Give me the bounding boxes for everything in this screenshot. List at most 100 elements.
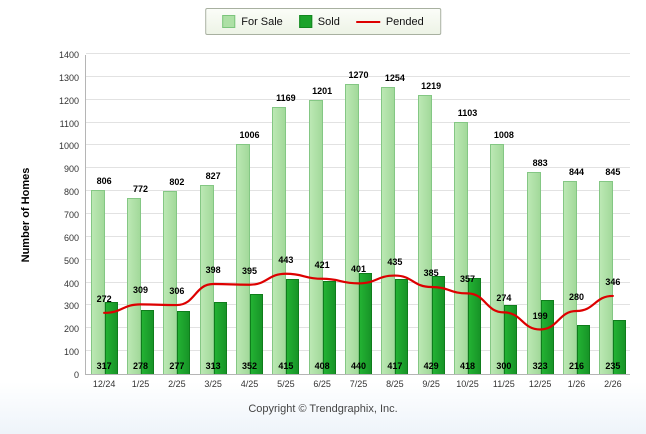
x-axis-label: 5/25 xyxy=(277,379,295,389)
for-sale-swatch-icon xyxy=(222,15,236,28)
sold-swatch-icon xyxy=(298,15,312,28)
sold-bar xyxy=(286,279,300,374)
for-sale-value-label: 1169 xyxy=(276,92,296,103)
pended-value-label: 435 xyxy=(387,256,403,267)
for-sale-bar xyxy=(563,181,577,374)
y-tick-label: 200 xyxy=(63,324,79,335)
for-sale-value-label: 883 xyxy=(532,158,548,169)
y-tick-label: 1300 xyxy=(58,72,79,83)
legend-label-sold: Sold xyxy=(317,15,340,28)
y-tick-label: 900 xyxy=(63,164,79,175)
sold-value-label: 216 xyxy=(568,361,585,371)
sold-bar xyxy=(141,310,154,374)
sold-bar xyxy=(213,302,227,374)
for-sale-bar xyxy=(526,172,541,374)
for-sale-bar xyxy=(345,83,359,374)
plot-area: 0 100 200 300 400 500 600 700 800 900 1000 1100 1200… xyxy=(59,50,630,389)
y-tick-label: 1200 xyxy=(58,95,79,106)
sold-bar xyxy=(104,301,118,374)
x-axis-label: 9/25 xyxy=(422,379,440,389)
x-axis-label: 1/26 xyxy=(567,379,586,389)
legend-label-for-sale: For Sale xyxy=(241,15,283,28)
y-tick-label: 100 xyxy=(63,347,79,358)
sold-value-label: 235 xyxy=(605,361,621,371)
sold-bar xyxy=(177,310,191,374)
legend-item-sold: Sold xyxy=(298,15,340,28)
x-axis-label: 3/25 xyxy=(204,379,222,389)
for-sale-bar xyxy=(381,87,396,374)
x-axis-label: 12/24 xyxy=(92,379,116,389)
for-sale-value-label: 1006 xyxy=(239,130,260,141)
pended-value-label: 357 xyxy=(459,274,476,285)
sold-bar xyxy=(613,320,627,374)
y-tick-label: 300 xyxy=(63,301,79,312)
y-tick-label: 700 xyxy=(63,210,79,220)
x-axis-label: 6/25 xyxy=(313,379,331,389)
sold-bar xyxy=(359,273,372,374)
pended-value-label: 346 xyxy=(605,276,621,287)
y-tick-label: 0 xyxy=(73,370,79,380)
legend-label-pended: Pended xyxy=(385,15,424,28)
for-sale-bar xyxy=(599,180,614,374)
y-tick-label: 600 xyxy=(63,232,79,243)
sold-value-label: 317 xyxy=(96,361,112,371)
sold-value-label: 278 xyxy=(132,361,149,371)
sold-value-label: 300 xyxy=(496,361,512,371)
pended-value-label: 306 xyxy=(169,286,185,297)
x-axis-label: 2/26 xyxy=(604,379,622,389)
gridline xyxy=(86,75,630,77)
for-sale-value-label: 1270 xyxy=(348,69,369,80)
for-sale-value-label: 827 xyxy=(205,170,221,181)
x-axis-label: 7/25 xyxy=(349,379,368,389)
sold-value-label: 277 xyxy=(169,361,185,371)
x-axis-label: 10/25 xyxy=(456,379,479,389)
x-axis-label: 12/25 xyxy=(528,379,552,389)
pended-line xyxy=(103,272,614,331)
legend-item-for-sale: For Sale xyxy=(222,15,283,28)
sold-bar xyxy=(322,280,336,374)
for-sale-bar xyxy=(308,99,323,374)
sold-bar xyxy=(504,305,518,374)
y-tick-label: 500 xyxy=(63,255,79,266)
pended-line-swatch-icon xyxy=(355,20,380,23)
pended-value-label: 443 xyxy=(278,254,294,265)
pended-value-label: 395 xyxy=(241,265,258,276)
for-sale-value-label: 1008 xyxy=(493,129,514,140)
pended-value-label: 398 xyxy=(205,265,221,276)
sold-bar xyxy=(250,293,263,374)
for-sale-value-label: 806 xyxy=(96,175,112,186)
for-sale-bar xyxy=(454,121,468,374)
pended-value-label: 421 xyxy=(314,259,330,270)
for-sale-value-label: 844 xyxy=(568,167,585,178)
pended-value-label: 309 xyxy=(132,285,149,296)
sold-value-label: 415 xyxy=(278,361,294,371)
y-tick-label: 1100 xyxy=(59,118,79,129)
sold-bar xyxy=(395,278,409,374)
for-sale-bar xyxy=(199,184,214,374)
x-axis-label: 8/25 xyxy=(386,379,404,389)
sold-bar xyxy=(431,275,445,374)
sold-bar xyxy=(540,300,554,374)
copyright-text: Copyright © Trendgraphix, Inc. xyxy=(248,403,398,415)
gridline xyxy=(86,53,630,54)
y-tick-label: 1400 xyxy=(58,50,79,60)
for-sale-bar xyxy=(236,144,250,374)
legend: For Sale Sold Pended xyxy=(205,8,441,35)
pended-value-label: 199 xyxy=(532,310,548,321)
pended-value-label: 385 xyxy=(423,268,439,278)
pended-value-label: 280 xyxy=(568,292,585,302)
for-sale-bar xyxy=(127,197,141,374)
sold-value-label: 417 xyxy=(387,361,403,371)
y-tick-label: 800 xyxy=(63,187,79,198)
x-axis-label: 4/25 xyxy=(240,379,259,389)
sold-value-label: 418 xyxy=(459,361,476,371)
for-sale-value-label: 1103 xyxy=(457,107,478,118)
for-sale-value-label: 802 xyxy=(169,176,185,187)
pended-value-label: 401 xyxy=(350,264,367,275)
pended-value-label: 272 xyxy=(96,293,112,304)
for-sale-bar xyxy=(272,106,287,374)
for-sale-value-label: 772 xyxy=(132,183,149,194)
sold-bar xyxy=(468,278,481,374)
for-sale-bar xyxy=(490,143,505,374)
